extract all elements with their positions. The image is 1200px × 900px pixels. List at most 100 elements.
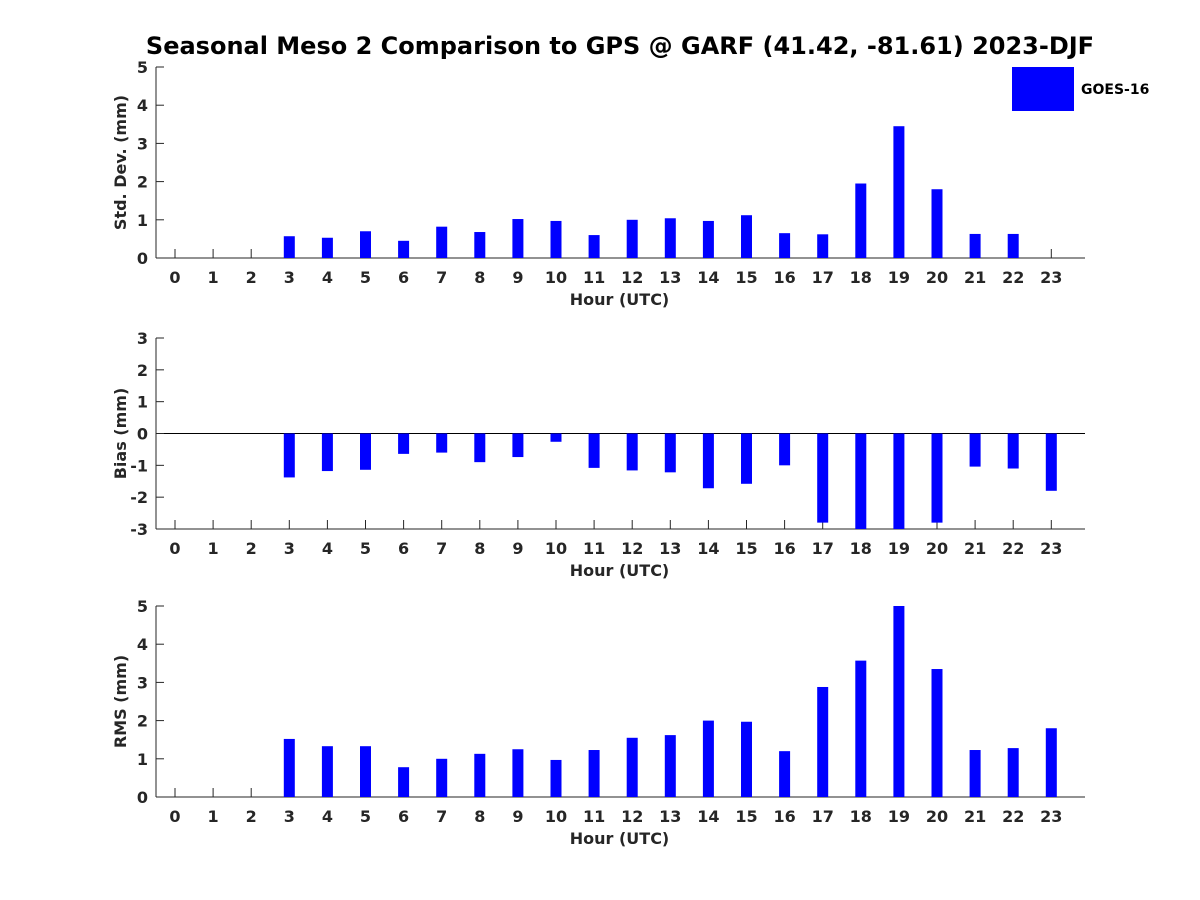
x-tick-label: 6	[398, 268, 409, 287]
x-tick-label: 12	[621, 539, 643, 558]
bar-bias-hour-9	[512, 433, 524, 458]
x-tick-label: 13	[659, 807, 681, 826]
x-tick-label: 2	[246, 539, 257, 558]
y-tick-label: 5	[137, 597, 148, 616]
bar-std-dev-hour-22	[1007, 233, 1019, 258]
bar-std-dev-hour-5	[360, 231, 371, 258]
bar-rms-hour-8	[474, 753, 486, 797]
x-tick-label: 11	[583, 268, 605, 287]
y-axis-label: Bias (mm)	[111, 388, 130, 480]
bar-bias-hour-20	[931, 433, 943, 523]
bar-bias-hour-12	[626, 433, 638, 471]
x-tick-label: 5	[360, 268, 371, 287]
bar-bias-hour-19	[893, 433, 905, 529]
bar-rms-hour-19	[893, 606, 905, 797]
x-tick-label: 11	[583, 807, 605, 826]
bar-bias-hour-3	[283, 433, 295, 478]
x-tick-label: 8	[474, 268, 485, 287]
x-tick-label: 14	[697, 268, 719, 287]
bar-std-dev-hour-20	[931, 189, 943, 258]
x-tick-label: 5	[360, 539, 371, 558]
x-tick-label: 14	[697, 539, 719, 558]
y-tick-label: 2	[137, 173, 148, 192]
bar-bias-hour-11	[588, 433, 600, 468]
x-tick-label: 14	[697, 807, 719, 826]
x-tick-label: 15	[735, 807, 757, 826]
y-tick-label: -3	[130, 520, 148, 539]
x-tick-label: 17	[812, 539, 834, 558]
bar-std-dev-hour-13	[664, 218, 676, 258]
x-tick-label: 20	[926, 268, 948, 287]
x-tick-label: 4	[322, 807, 333, 826]
x-tick-label: 1	[208, 268, 219, 287]
x-tick-label: 16	[773, 268, 795, 287]
x-tick-label: 11	[583, 539, 605, 558]
bar-bias-hour-21	[969, 433, 981, 467]
bar-rms-hour-17	[817, 686, 829, 797]
y-tick-label: 1	[137, 211, 148, 230]
x-tick-label: 19	[888, 268, 910, 287]
x-tick-label: 17	[812, 807, 834, 826]
x-tick-label: 4	[322, 539, 333, 558]
bar-bias-hour-4	[321, 433, 333, 472]
x-tick-label: 3	[284, 807, 295, 826]
bar-std-dev-hour-11	[588, 235, 600, 258]
x-tick-label: 13	[659, 539, 681, 558]
bar-bias-hour-17	[817, 433, 829, 523]
y-axis-label: RMS (mm)	[111, 655, 130, 748]
x-tick-label: 13	[659, 268, 681, 287]
bar-std-dev-hour-18	[855, 183, 867, 258]
bar-std-dev-hour-15	[741, 215, 752, 258]
x-tick-label: 8	[474, 807, 485, 826]
legend-swatch	[1012, 67, 1074, 111]
bar-rms-hour-6	[398, 767, 410, 797]
x-tick-label: 1	[208, 539, 219, 558]
x-tick-label: 18	[850, 268, 872, 287]
x-tick-label: 0	[169, 807, 180, 826]
x-tick-label: 4	[322, 268, 333, 287]
y-tick-label: 3	[137, 134, 148, 153]
x-tick-label: 21	[964, 807, 986, 826]
x-tick-label: 5	[360, 807, 371, 826]
x-tick-label: 17	[812, 268, 834, 287]
bar-rms-hour-18	[855, 660, 867, 797]
x-tick-label: 15	[735, 268, 757, 287]
y-tick-label: 0	[137, 425, 148, 444]
x-tick-label: 9	[512, 807, 523, 826]
bar-std-dev-hour-21	[969, 233, 981, 258]
x-tick-label: 18	[850, 807, 872, 826]
bar-rms-hour-12	[626, 737, 638, 797]
bar-bias-hour-6	[398, 433, 410, 454]
y-tick-label: 1	[137, 750, 148, 769]
y-tick-label: -1	[130, 456, 148, 475]
x-tick-label: 19	[888, 807, 910, 826]
bar-std-dev-hour-3	[283, 236, 295, 258]
x-tick-label: 20	[926, 539, 948, 558]
y-tick-label: -2	[130, 488, 148, 507]
x-axis-label: Hour (UTC)	[570, 290, 670, 309]
x-tick-label: 21	[964, 268, 986, 287]
bar-std-dev-hour-14	[702, 220, 714, 258]
bar-rms-hour-23	[1045, 728, 1057, 797]
x-tick-label: 6	[398, 807, 409, 826]
bar-rms-hour-16	[779, 751, 791, 797]
bar-std-dev-hour-6	[398, 240, 410, 258]
y-tick-label: 3	[137, 329, 148, 348]
bar-bias-hour-10	[550, 433, 562, 442]
x-tick-label: 23	[1040, 268, 1062, 287]
bar-std-dev-hour-16	[779, 233, 791, 258]
x-tick-label: 2	[246, 268, 257, 287]
x-tick-label: 12	[621, 807, 643, 826]
y-tick-label: 2	[137, 361, 148, 380]
x-tick-label: 6	[398, 539, 409, 558]
bar-bias-hour-16	[779, 433, 791, 466]
x-tick-label: 23	[1040, 539, 1062, 558]
x-tick-label: 9	[512, 539, 523, 558]
y-tick-label: 4	[137, 96, 148, 115]
x-tick-label: 3	[284, 268, 295, 287]
x-tick-label: 18	[850, 539, 872, 558]
bar-rms-hour-5	[360, 746, 371, 797]
bar-rms-hour-14	[702, 720, 714, 797]
